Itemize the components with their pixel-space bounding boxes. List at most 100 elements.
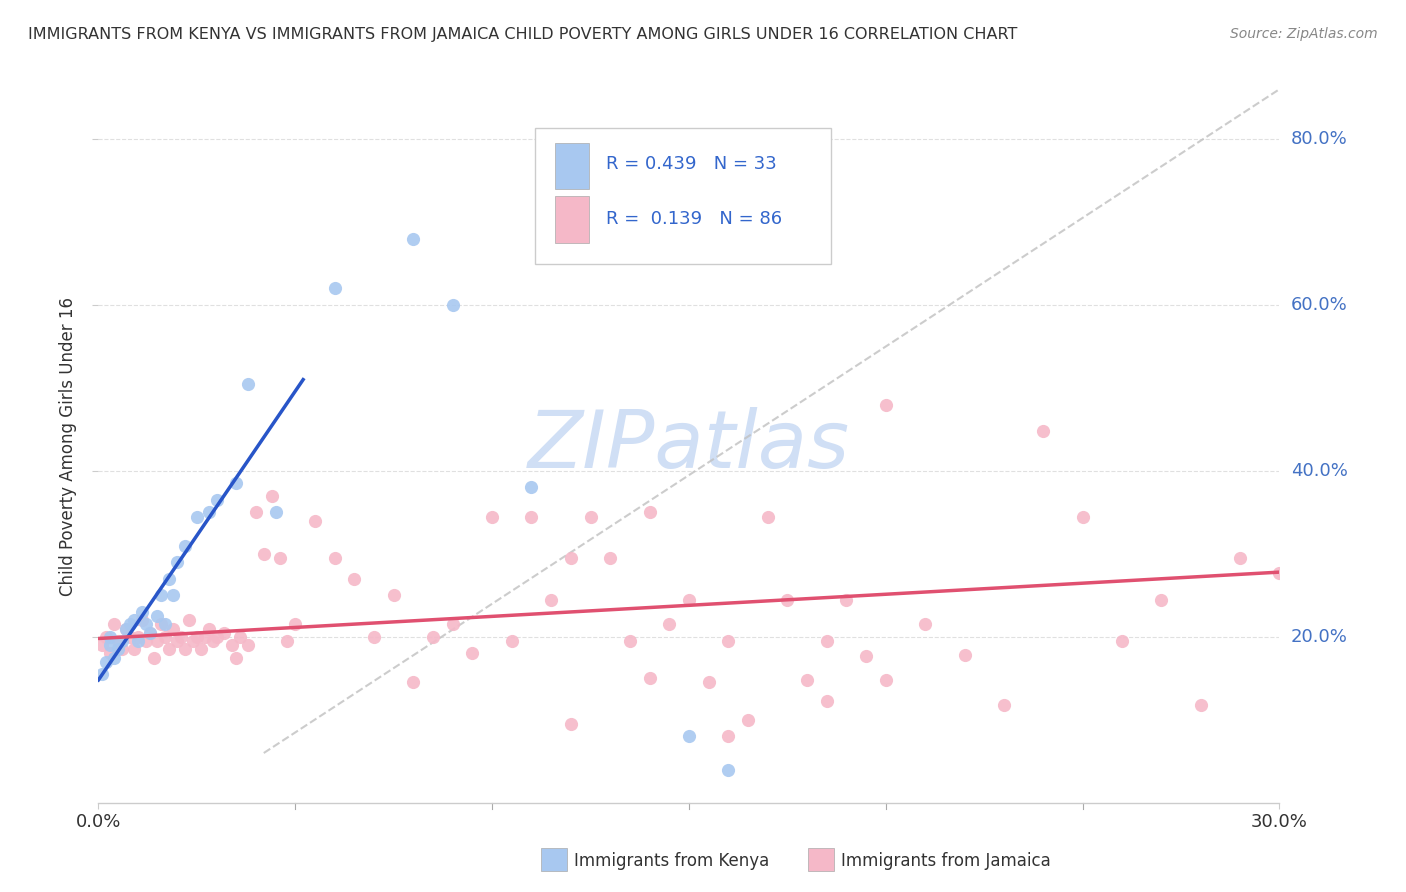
Point xyxy=(205,630,228,644)
Point xyxy=(284,617,307,632)
Point xyxy=(815,694,838,708)
Point xyxy=(98,630,121,644)
Point xyxy=(186,630,208,644)
Point xyxy=(269,551,291,566)
Point xyxy=(855,648,877,663)
Point xyxy=(162,588,184,602)
Point xyxy=(402,675,425,690)
Point xyxy=(91,638,114,652)
Point xyxy=(197,622,219,636)
Point xyxy=(115,622,138,636)
Text: Immigrants from Kenya: Immigrants from Kenya xyxy=(574,852,769,870)
Point xyxy=(127,630,149,644)
Point xyxy=(135,617,157,632)
FancyBboxPatch shape xyxy=(555,143,589,189)
Point xyxy=(260,489,283,503)
Point xyxy=(304,514,326,528)
Point xyxy=(98,647,121,661)
Point xyxy=(131,605,153,619)
Point xyxy=(122,613,145,627)
Text: R =  0.139   N = 86: R = 0.139 N = 86 xyxy=(606,211,782,228)
Text: Immigrants from Jamaica: Immigrants from Jamaica xyxy=(841,852,1050,870)
Point xyxy=(96,655,118,669)
Point xyxy=(229,630,252,644)
Point xyxy=(91,667,114,681)
Point xyxy=(225,476,247,491)
Text: 20.0%: 20.0% xyxy=(1291,628,1347,646)
Point xyxy=(122,642,145,657)
Point xyxy=(875,673,897,687)
Point xyxy=(181,634,204,648)
Point xyxy=(520,509,543,524)
Point xyxy=(166,555,188,569)
Point xyxy=(253,547,276,561)
Point xyxy=(717,730,740,744)
Point xyxy=(146,609,169,624)
Point xyxy=(776,592,799,607)
Point xyxy=(150,588,173,602)
Point xyxy=(441,298,464,312)
Point xyxy=(96,630,118,644)
Point xyxy=(111,634,134,648)
Point xyxy=(150,617,173,632)
Point xyxy=(98,638,121,652)
FancyBboxPatch shape xyxy=(555,196,589,243)
Point xyxy=(170,630,193,644)
Point xyxy=(756,509,779,524)
Point xyxy=(225,650,247,665)
Point xyxy=(1189,698,1212,712)
Point xyxy=(520,481,543,495)
Point xyxy=(1032,424,1054,438)
Point xyxy=(599,551,621,566)
Y-axis label: Child Poverty Among Girls Under 16: Child Poverty Among Girls Under 16 xyxy=(59,296,77,596)
Point xyxy=(103,617,125,632)
Point xyxy=(1229,551,1251,566)
Point xyxy=(177,613,200,627)
Point xyxy=(190,642,212,657)
Point xyxy=(343,572,366,586)
Text: 80.0%: 80.0% xyxy=(1291,130,1347,148)
Point xyxy=(197,505,219,519)
Point xyxy=(135,634,157,648)
Point xyxy=(1111,634,1133,648)
Point xyxy=(138,625,160,640)
Point xyxy=(107,634,129,648)
Point xyxy=(221,638,243,652)
Point xyxy=(276,634,298,648)
Point xyxy=(619,634,641,648)
Point xyxy=(264,505,287,519)
Point xyxy=(118,630,141,644)
Point xyxy=(111,642,134,657)
Point xyxy=(501,634,523,648)
Point xyxy=(697,675,720,690)
Text: 60.0%: 60.0% xyxy=(1291,296,1347,314)
Point xyxy=(155,630,177,644)
Point xyxy=(579,509,602,524)
Point xyxy=(638,671,661,685)
Point xyxy=(363,630,385,644)
Point xyxy=(118,617,141,632)
Point xyxy=(993,698,1015,712)
Point xyxy=(127,634,149,648)
Point xyxy=(194,630,217,644)
Point xyxy=(737,713,759,727)
Point xyxy=(796,673,818,687)
Point xyxy=(953,648,976,662)
Point xyxy=(138,625,160,640)
Point xyxy=(174,642,197,657)
Text: R = 0.439   N = 33: R = 0.439 N = 33 xyxy=(606,155,778,173)
Point xyxy=(422,630,444,644)
Point xyxy=(678,730,700,744)
Point xyxy=(835,592,858,607)
Point xyxy=(166,634,188,648)
Point xyxy=(481,509,503,524)
Point xyxy=(236,376,259,391)
Point xyxy=(1268,566,1291,580)
Point xyxy=(174,539,197,553)
Point xyxy=(146,634,169,648)
Point xyxy=(186,509,208,524)
Point xyxy=(142,650,165,665)
Point xyxy=(658,617,681,632)
Point xyxy=(157,642,180,657)
Point xyxy=(115,622,138,636)
